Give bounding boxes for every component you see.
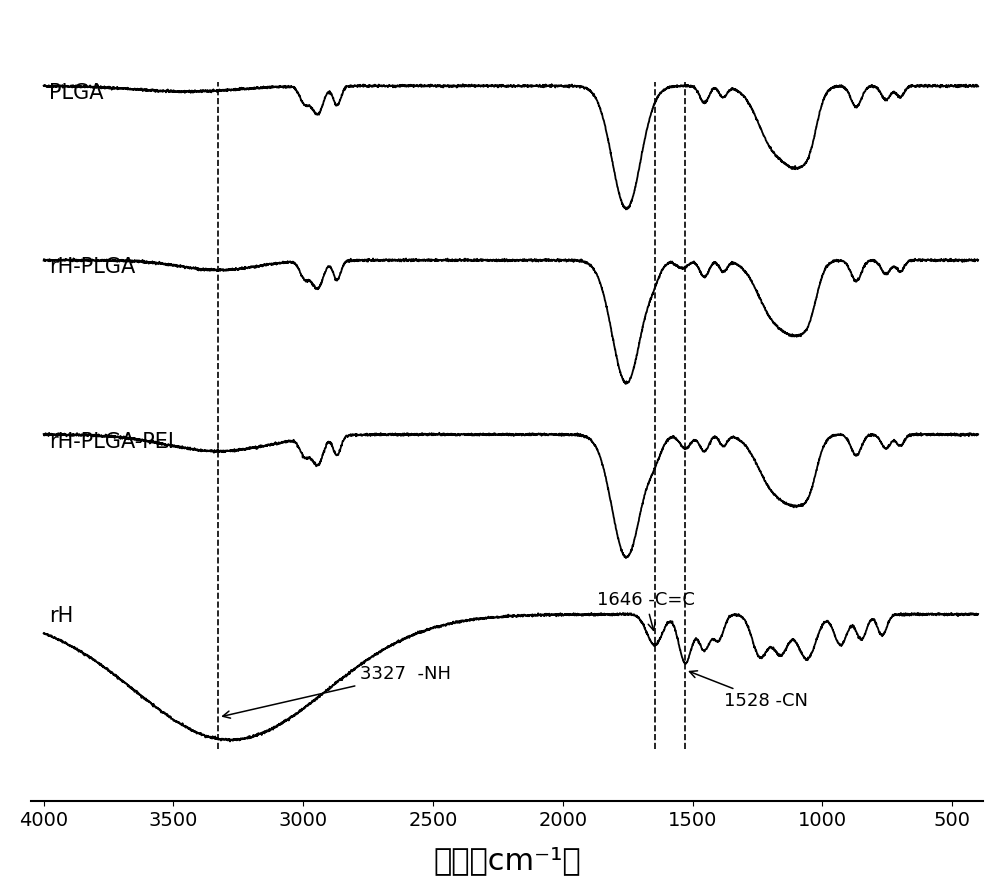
Text: rH-PLGA: rH-PLGA bbox=[49, 258, 135, 277]
X-axis label: 波长（cm⁻¹）: 波长（cm⁻¹） bbox=[433, 847, 581, 875]
Text: 1528 -CN: 1528 -CN bbox=[690, 671, 808, 710]
Text: rH-PLGA-PEI: rH-PLGA-PEI bbox=[49, 432, 174, 451]
Text: 3327  -NH: 3327 -NH bbox=[223, 665, 451, 718]
Text: rH: rH bbox=[49, 606, 73, 626]
Text: PLGA: PLGA bbox=[49, 83, 103, 103]
Text: 1646 -C=C: 1646 -C=C bbox=[597, 591, 694, 631]
